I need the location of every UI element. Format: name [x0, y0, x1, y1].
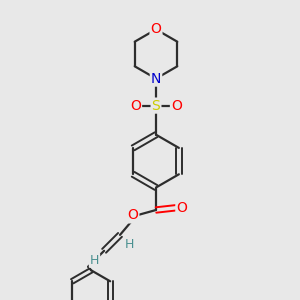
Text: O: O — [151, 22, 161, 36]
Text: S: S — [152, 99, 160, 112]
Text: O: O — [130, 99, 141, 112]
Text: O: O — [176, 201, 187, 214]
Text: O: O — [128, 208, 138, 222]
Text: O: O — [171, 99, 182, 112]
Text: N: N — [151, 72, 161, 86]
Text: H: H — [125, 238, 134, 251]
Text: H: H — [90, 254, 99, 267]
